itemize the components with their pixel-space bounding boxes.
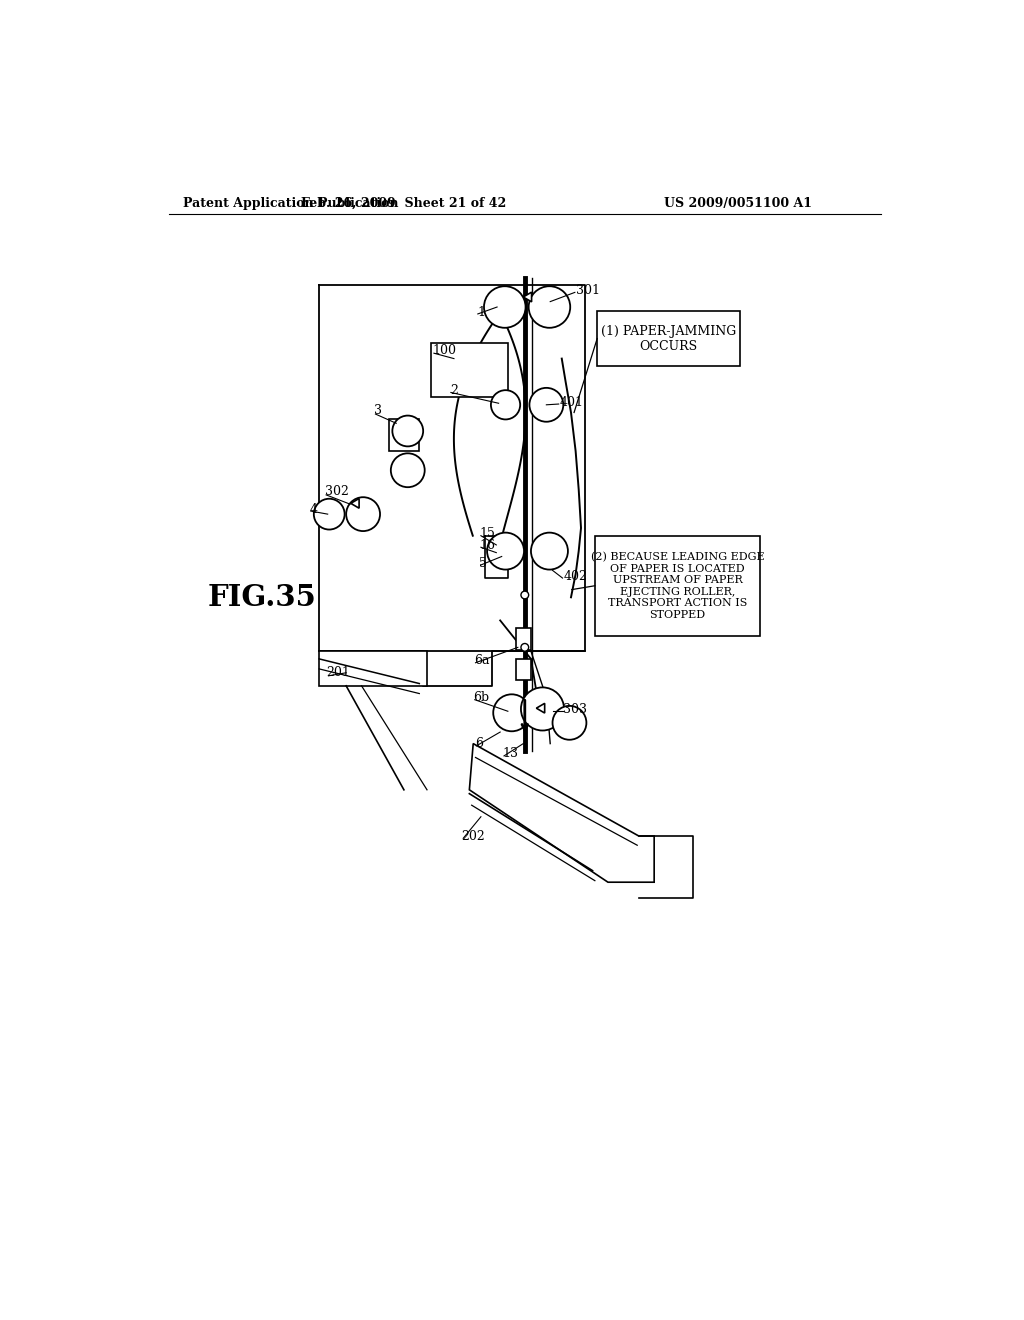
- Circle shape: [346, 498, 380, 531]
- Text: (2) BECAUSE LEADING EDGE
OF PAPER IS LOCATED
UPSTREAM OF PAPER
EJECTING ROLLER,
: (2) BECAUSE LEADING EDGE OF PAPER IS LOC…: [591, 552, 765, 620]
- Text: 202: 202: [462, 829, 485, 842]
- Circle shape: [529, 388, 563, 422]
- Text: 3: 3: [374, 404, 382, 417]
- Text: Feb. 26, 2009  Sheet 21 of 42: Feb. 26, 2009 Sheet 21 of 42: [301, 197, 507, 210]
- Circle shape: [553, 706, 587, 739]
- Text: 201: 201: [326, 667, 350, 680]
- Bar: [515, 659, 531, 681]
- Text: 15: 15: [479, 527, 496, 540]
- Text: 6b: 6b: [473, 690, 489, 704]
- Text: 16: 16: [479, 539, 496, 552]
- Bar: [388, 418, 419, 451]
- Circle shape: [521, 644, 528, 651]
- Text: 402: 402: [563, 570, 587, 583]
- Bar: [595, 536, 761, 636]
- Circle shape: [391, 453, 425, 487]
- Circle shape: [487, 533, 524, 570]
- Text: US 2009/0051100 A1: US 2009/0051100 A1: [665, 197, 812, 210]
- Text: (1) PAPER-JAMMING
OCCURS: (1) PAPER-JAMMING OCCURS: [601, 325, 736, 352]
- Text: 100: 100: [432, 345, 457, 358]
- Text: 2: 2: [451, 384, 458, 397]
- Text: 303: 303: [562, 704, 587, 717]
- Polygon shape: [319, 651, 427, 686]
- Circle shape: [313, 499, 345, 529]
- Polygon shape: [351, 499, 359, 508]
- Text: 13: 13: [503, 747, 518, 760]
- Text: 5: 5: [479, 557, 487, 570]
- Polygon shape: [537, 704, 545, 713]
- Text: 1: 1: [477, 306, 485, 319]
- Text: Patent Application Publication: Patent Application Publication: [183, 197, 398, 210]
- Text: FIG.35: FIG.35: [208, 583, 316, 611]
- Bar: [597, 312, 739, 367]
- Circle shape: [392, 416, 423, 446]
- Circle shape: [521, 688, 564, 730]
- Circle shape: [521, 591, 528, 599]
- Text: 6a: 6a: [474, 653, 489, 667]
- Circle shape: [528, 286, 570, 327]
- Text: 6: 6: [475, 737, 482, 750]
- Circle shape: [531, 533, 568, 570]
- Text: 301: 301: [575, 284, 600, 297]
- Bar: [431, 343, 508, 397]
- Text: 401: 401: [559, 396, 584, 409]
- Text: 4: 4: [310, 503, 318, 516]
- Circle shape: [484, 286, 525, 327]
- Circle shape: [494, 694, 530, 731]
- Circle shape: [490, 391, 520, 420]
- Polygon shape: [523, 292, 531, 302]
- Bar: [515, 628, 531, 649]
- Polygon shape: [469, 743, 654, 882]
- Text: 302: 302: [325, 486, 348, 499]
